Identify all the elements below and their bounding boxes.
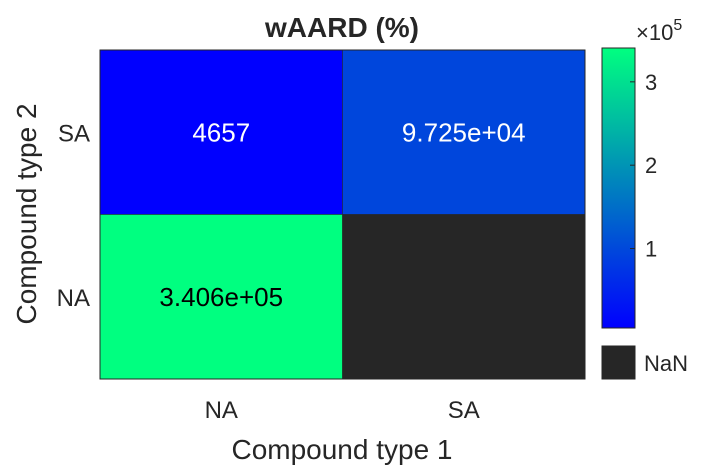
heatmap-cells: 4657 9.725e+04 3.406e+05 — [99, 49, 586, 380]
heatmap-cell-3 — [342, 214, 586, 380]
colorbar-tick-label: 3 — [645, 70, 657, 95]
cell-value-label-2: 3.406e+05 — [159, 282, 283, 312]
y-tick-label: NA — [57, 285, 90, 312]
colorbar-exponent: ×105 — [636, 17, 682, 45]
plot-frame — [99, 49, 586, 380]
heatmap-cell-0 — [99, 49, 343, 215]
x-tick-label: NA — [205, 397, 238, 424]
colorbar — [601, 47, 636, 329]
x-tick-labels: NA SA — [205, 397, 480, 424]
nan-legend-swatch — [601, 345, 636, 380]
y-tick-label: SA — [58, 120, 90, 147]
chart-title: wAARD (%) — [264, 12, 419, 43]
heatmap-cell-2 — [99, 214, 343, 380]
cell-value-label-0: 4657 — [192, 117, 250, 147]
colorbar-tick-label: 1 — [645, 237, 657, 262]
nan-legend-label: NaN — [644, 351, 688, 376]
x-tick-label: SA — [448, 397, 480, 424]
x-axis-label: Compound type 1 — [231, 434, 452, 465]
heatmap-cell-1 — [342, 49, 586, 215]
cell-value-label-1: 9.725e+04 — [402, 117, 526, 147]
colorbar-ticks: 1 2 3 — [630, 70, 657, 262]
y-tick-labels: SA NA — [57, 120, 90, 312]
y-axis-label: Compound type 2 — [11, 103, 42, 324]
colorbar-tick-label: 2 — [645, 153, 657, 178]
